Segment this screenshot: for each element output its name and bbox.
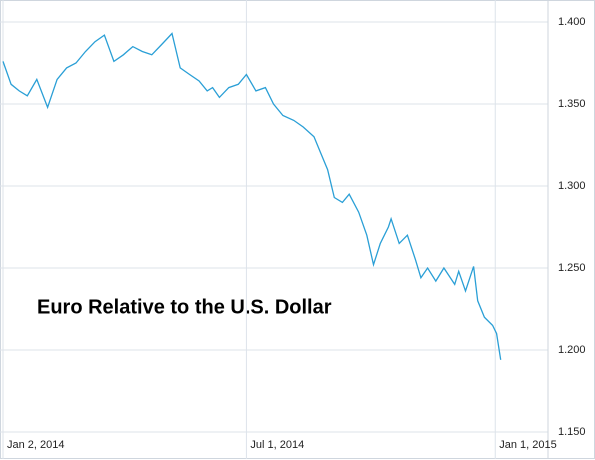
x-tick-label: Jan 1, 2015 bbox=[499, 439, 557, 451]
chart-title: Euro Relative to the U.S. Dollar bbox=[37, 296, 332, 318]
y-tick-label: 1.300 bbox=[558, 180, 586, 192]
y-tick-label: 1.200 bbox=[558, 344, 586, 356]
x-tick-label: Jul 1, 2014 bbox=[250, 439, 304, 451]
line-series bbox=[2, 32, 502, 360]
y-tick-label: 1.250 bbox=[558, 262, 586, 274]
y-tick-label: 1.400 bbox=[558, 16, 586, 28]
x-tick-label: Jan 2, 2014 bbox=[7, 439, 65, 451]
y-tick-label: 1.350 bbox=[558, 98, 586, 110]
y-tick-label: 1.150 bbox=[558, 426, 586, 438]
